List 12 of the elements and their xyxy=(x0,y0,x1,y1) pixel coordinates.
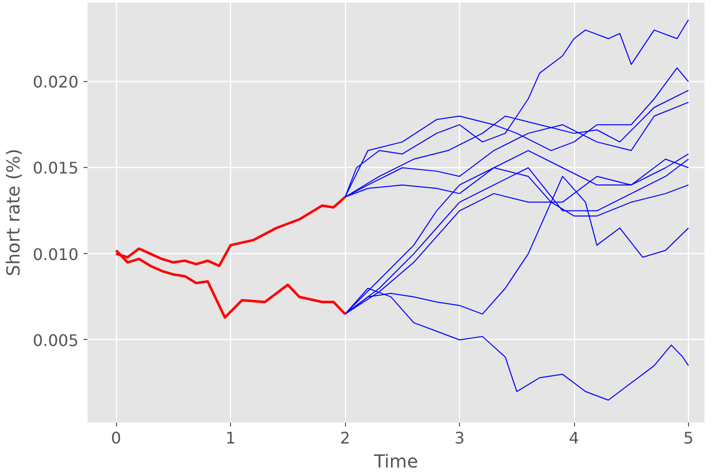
y-axis-title: Short rate (%) xyxy=(4,148,25,276)
x-tick-label: 1 xyxy=(226,428,236,448)
x-tick-label: 2 xyxy=(340,428,350,448)
x-tick-label: 5 xyxy=(683,428,694,448)
y-tick-label: 0.005 xyxy=(32,330,79,350)
x-tick-label: 4 xyxy=(568,428,580,448)
x-tick-label: 0 xyxy=(111,428,122,448)
x-axis-title: Time xyxy=(372,452,418,472)
y-tick-label: 0.020 xyxy=(32,72,79,92)
y-tick-label: 0.010 xyxy=(32,244,79,264)
x-tick-label: 3 xyxy=(454,428,465,448)
y-tick-label: 0.015 xyxy=(32,158,79,178)
